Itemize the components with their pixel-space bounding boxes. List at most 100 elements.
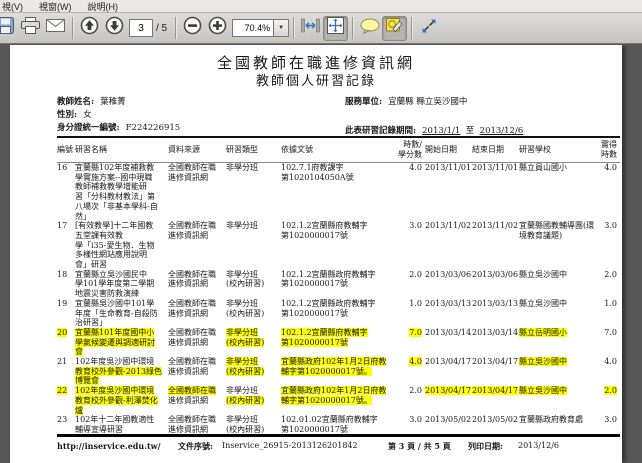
- zoom-dropdown-button[interactable]: ▼: [274, 19, 290, 37]
- cell-text: 2013/03/14: [425, 327, 472, 337]
- save-button[interactable]: [0, 16, 18, 41]
- cell-text: 7.0: [409, 327, 422, 337]
- cell-text: 4.0: [409, 357, 422, 367]
- table-cell: 2013/03/06: [425, 270, 472, 299]
- page-number-input[interactable]: [129, 19, 153, 37]
- fit-width-button[interactable]: [298, 16, 323, 41]
- table-cell: 非學分班: [226, 221, 281, 270]
- cell-line: 境教育議題): [519, 231, 592, 241]
- service-unit-value: 宜蘭縣 縣立吳沙國中: [388, 97, 468, 107]
- cell-text: 宜蘭縣政府102年1月2日府教: [281, 357, 387, 367]
- table-cell: 縣立吳沙國中: [519, 357, 595, 386]
- cell-line: 22: [57, 386, 72, 396]
- cell-line: 2013/11/01: [472, 163, 518, 173]
- zoom-in-button[interactable]: [205, 16, 230, 41]
- table-cell: 3.0: [385, 221, 425, 270]
- table-cell: 2.0: [385, 270, 425, 299]
- table-cell: 4.0: [385, 357, 425, 386]
- cell-text: 非學分班: [226, 327, 258, 337]
- cell-text: 102.1.2宜蘭縣府教輔字: [281, 327, 368, 337]
- zoom-level-input[interactable]: 70.4%: [232, 19, 275, 37]
- email-button[interactable]: [43, 16, 68, 41]
- header-cell: 依據文號: [281, 140, 385, 160]
- print-date-label: 列印日期:: [468, 441, 503, 451]
- record-period-label: 此表研習記錄期間:: [345, 126, 417, 136]
- cell-line: 2.0: [385, 386, 422, 396]
- cell-line: 輔字第1020000017號。: [281, 366, 382, 377]
- cell-line: 全國教師在職: [168, 221, 223, 231]
- cell-text: 輔導宣導研習: [75, 424, 123, 434]
- toolbar-separator: [352, 17, 354, 39]
- menu-window[interactable]: 視窗(W): [39, 1, 72, 12]
- highlight-tool-icon: [386, 17, 403, 39]
- cell-line: [有效教學]十二年國教: [75, 221, 165, 231]
- cell-line: 非學分班: [226, 386, 278, 396]
- cell-line: 宜蘭縣102年度補救教: [75, 163, 165, 173]
- cell-text: (校內研習): [226, 337, 265, 347]
- id-label: 身分證統一編號:: [57, 123, 120, 133]
- cell-text: 7.0: [604, 327, 617, 337]
- page-count-info: 第 3 頁 / 共 5 頁: [388, 441, 451, 451]
- cell-line: 2013/05/02: [425, 415, 471, 425]
- pdf-page: 全國教師在職進修資訊網 教師個人研習記錄 教師姓名: 葉稚菁 性別: 女 身分證統一…: [10, 45, 622, 463]
- previous-page-button[interactable]: [77, 16, 102, 41]
- cell-text: 輔字第1020000017號。: [281, 395, 372, 405]
- table-cell: 2.0: [595, 386, 620, 415]
- cell-line: 會」研習: [75, 260, 165, 270]
- cell-text: 會: [75, 347, 83, 357]
- header-label: 研習名稱: [75, 145, 107, 155]
- cell-line: 縣立吳沙國中: [519, 299, 592, 309]
- cell-line: 第1020000017號: [281, 279, 382, 289]
- cell-line: 2.0: [595, 386, 617, 396]
- print-button[interactable]: [18, 16, 43, 41]
- table-row: 21 102年度吳沙國中環境 教育校外參觀-2013綠色 博覽會 全國教師在職 進修資訊網…: [57, 357, 620, 386]
- header-cell: 開始日期: [425, 140, 472, 160]
- fit-page-button[interactable]: [323, 15, 349, 41]
- cell-text: 境教育議題): [519, 230, 563, 240]
- next-page-button[interactable]: [102, 16, 127, 41]
- cell-text: 進修資訊網: [168, 366, 208, 376]
- cell-text: 治研習」: [75, 318, 107, 328]
- cell-text: 3.0: [604, 415, 617, 425]
- cell-line: 2013/04/17: [425, 386, 472, 396]
- table-row: 22 102年度吳沙國中環境 教育校外參觀-利澤焚化爐全國教師在職 進修資訊網 非學分班…: [57, 386, 620, 415]
- zoom-out-button[interactable]: [180, 16, 205, 41]
- gender-value: 女: [83, 110, 92, 120]
- header-cell: 研習學校: [519, 140, 595, 160]
- cell-line: 102.1.2宜蘭縣府教輔字: [281, 327, 382, 338]
- cell-line: 全國教師在職: [168, 163, 223, 173]
- table-cell: 102.1.2宜蘭縣政府教輔字 第1020000017號: [281, 270, 385, 299]
- menu-view[interactable]: 視(V): [2, 1, 23, 12]
- cell-text: 2013/04/17: [472, 357, 519, 367]
- table-cell: 縣立吳沙國中: [519, 270, 595, 299]
- cell-line: 19: [57, 299, 72, 309]
- cell-line: 2013/11/02: [472, 221, 518, 231]
- table-cell: 2013/03/06: [472, 270, 519, 299]
- cell-text: 非學分班: [226, 415, 258, 425]
- cell-text: 102.1.2宜蘭縣府教輔字: [281, 221, 368, 231]
- cell-line: 習「分科教材教法」第: [75, 192, 165, 202]
- table-cell: 2013/03/13: [425, 299, 472, 328]
- cell-text: 16: [57, 163, 68, 172]
- table-cell: 非學分班 (校內研習): [226, 357, 281, 386]
- cell-text: 1.0: [604, 298, 617, 308]
- document-viewport[interactable]: 全國教師在職進修資訊網 教師個人研習記錄 教師姓名: 葉稚菁 性別: 女 身分證統一…: [0, 45, 642, 463]
- cell-text: 第1020000017號: [281, 279, 348, 289]
- zoom-dropdown-icon: ▼: [278, 25, 285, 31]
- table-cell: 宜蘭縣政府102年1月2日府教 輔字第1020000017號。: [281, 386, 387, 415]
- menu-help[interactable]: 說明(H): [87, 1, 119, 12]
- header-cell: 資料來源: [168, 140, 226, 160]
- cell-line: 102.1.2宜蘭縣政府教輔字: [281, 299, 382, 309]
- comment-button[interactable]: [357, 16, 382, 41]
- cell-line: (校內研習): [226, 366, 278, 377]
- cell-line: 4.0: [595, 163, 617, 173]
- highlight-text-button[interactable]: [382, 15, 408, 41]
- cell-text: 3.0: [409, 415, 422, 425]
- fit-page-icon: [327, 17, 345, 39]
- table-cell: 宜蘭縣政府教育處: [519, 415, 595, 434]
- table-row: 16 宜蘭縣102年度補救教 學實施方案--國中現職 教師補救教學增能研 習「分科教材教…: [57, 163, 620, 221]
- cell-line: 2013/03/13: [425, 299, 471, 309]
- fullscreen-button[interactable]: [416, 16, 441, 41]
- table-cell: 2013/11/01: [425, 163, 472, 221]
- table-cell: 3.0: [595, 415, 620, 434]
